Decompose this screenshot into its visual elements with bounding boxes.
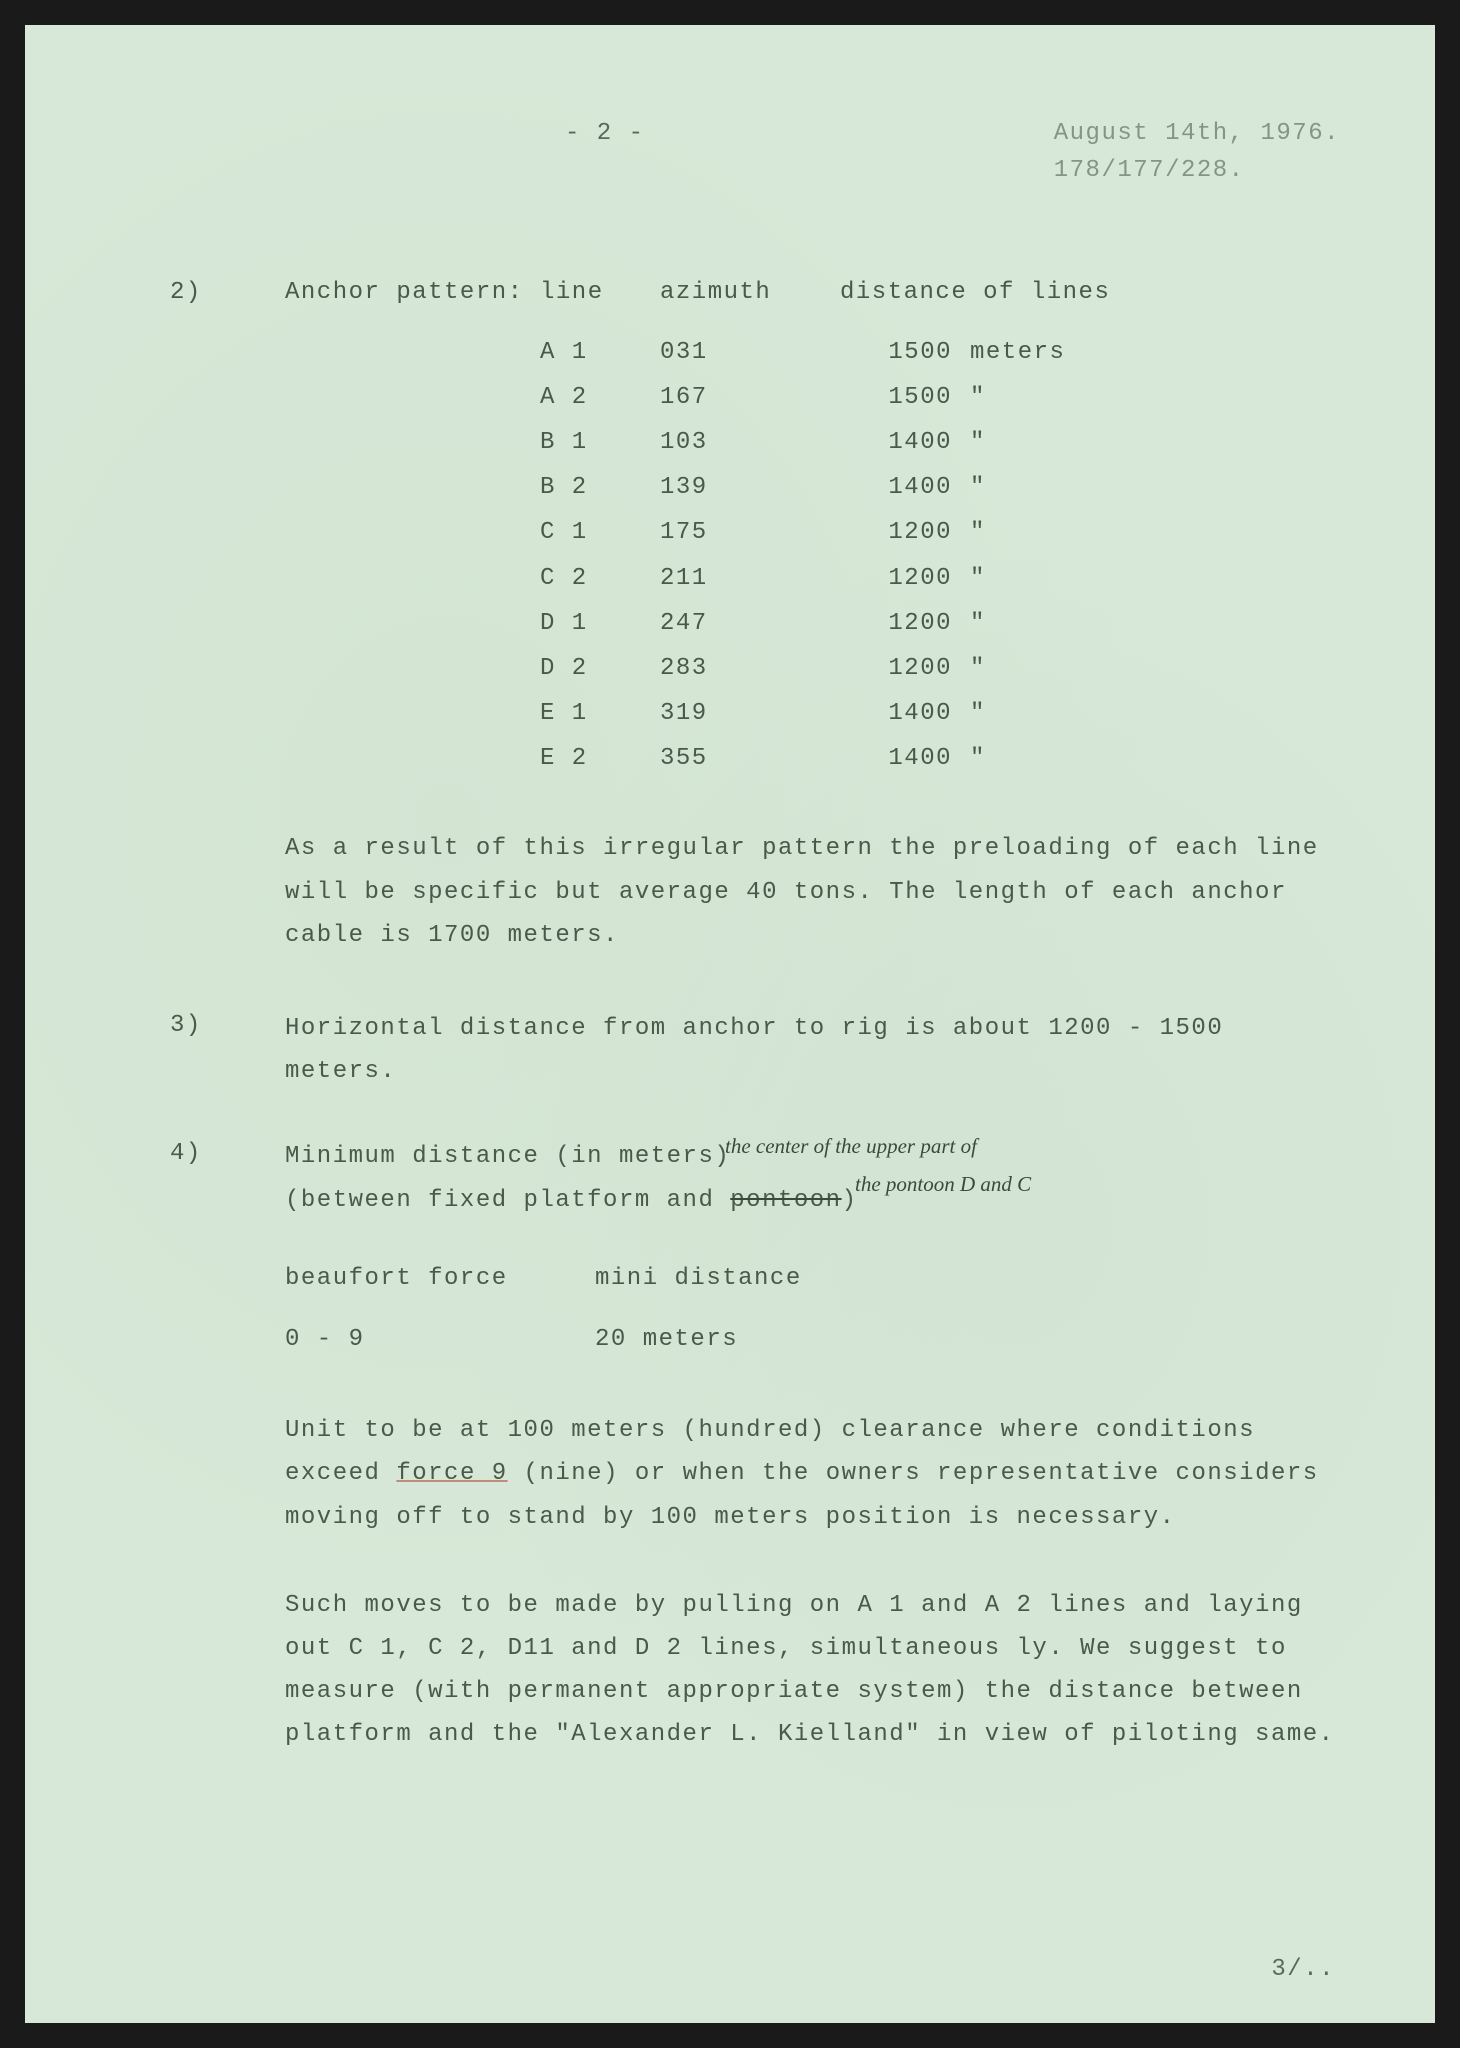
cell-unit: " <box>970 695 1340 732</box>
section-4-content: Minimum distance (in meters) the center … <box>285 1135 1340 1756</box>
cell-line: C 2 <box>540 560 660 597</box>
cell-distance: 1400 <box>840 424 970 461</box>
page-header: - 2 - August 14th, 1976. 178/177/228. <box>145 115 1340 189</box>
line2-pre: (between fixed platform and <box>285 1187 730 1214</box>
cell-distance: 1200 <box>840 605 970 642</box>
section-2-para: As a result of this irregular pattern th… <box>145 827 1340 957</box>
mini-distance-value: 20 meters <box>595 1318 1340 1361</box>
cell-unit: " <box>970 514 1340 551</box>
cell-line: A 2 <box>540 379 660 416</box>
section-3-text: Horizontal distance from anchor to rig i… <box>285 1007 1340 1093</box>
between-platform-line: (between fixed platform and pontoon) <box>285 1179 1340 1222</box>
cell-distance: 1200 <box>840 560 970 597</box>
pontoon-strikethrough: pontoon <box>730 1187 841 1214</box>
cell-line: B 1 <box>540 424 660 461</box>
cell-distance: 1500 <box>840 379 970 416</box>
table-header-row: beaufort force mini distance <box>285 1257 1340 1300</box>
table-row: A 2 167 1500 " <box>285 379 1340 416</box>
section-number: 2) <box>145 274 285 785</box>
table-row: C 2 211 1200 " <box>285 560 1340 597</box>
cell-distance: 1200 <box>840 650 970 687</box>
page-footer: 3/.. <box>1271 1951 1335 1988</box>
section-4: 4) Minimum distance (in meters) the cent… <box>145 1135 1340 1756</box>
cell-azimuth: 283 <box>660 650 840 687</box>
table-row: E 1 319 1400 " <box>285 695 1340 732</box>
document-date: August 14th, 1976. <box>1054 115 1340 152</box>
cell-line: B 2 <box>540 469 660 506</box>
cell-unit: " <box>970 740 1340 777</box>
table-row: B 1 103 1400 " <box>285 424 1340 461</box>
cell-azimuth: 103 <box>660 424 840 461</box>
cell-unit: " <box>970 560 1340 597</box>
handwritten-annotation-2: the pontoon D and C <box>855 1171 1031 1198</box>
section-3: 3) Horizontal distance from anchor to ri… <box>145 1007 1340 1093</box>
cell-unit: " <box>970 379 1340 416</box>
handwritten-annotation-1: the center of the upper part of <box>725 1133 977 1160</box>
cell-azimuth: 355 <box>660 740 840 777</box>
cell-distance: 1500 <box>840 334 970 371</box>
cell-distance: 1400 <box>840 740 970 777</box>
section-content: Anchor pattern: line azimuth distance of… <box>285 274 1340 785</box>
cell-line: E 2 <box>540 740 660 777</box>
cell-azimuth: 167 <box>660 379 840 416</box>
table-row: A 1 031 1500 meters <box>285 334 1340 371</box>
section-number: 3) <box>145 1007 285 1093</box>
table-row: B 2 139 1400 " <box>285 469 1340 506</box>
cell-azimuth: 211 <box>660 560 840 597</box>
min-distance-text: Minimum distance (in meters) <box>285 1143 730 1170</box>
cell-unit: meters <box>970 334 1340 371</box>
min-distance-line: Minimum distance (in meters) the center … <box>285 1135 1340 1178</box>
cell-unit: " <box>970 424 1340 461</box>
cell-azimuth: 175 <box>660 514 840 551</box>
section-number: 4) <box>145 1135 285 1756</box>
table-row: D 2 283 1200 " <box>285 650 1340 687</box>
table-row: D 1 247 1200 " <box>285 605 1340 642</box>
cell-line: D 1 <box>540 605 660 642</box>
col-header-distance: distance of lines <box>840 274 1340 311</box>
table-row: C 1 175 1200 " <box>285 514 1340 551</box>
cell-line: A 1 <box>540 334 660 371</box>
col-header-azimuth: azimuth <box>660 274 840 311</box>
mini-distance-header: mini distance <box>595 1257 1340 1300</box>
anchor-label: Anchor pattern: <box>285 274 540 311</box>
page-number: - 2 - <box>565 115 645 189</box>
cell-azimuth: 247 <box>660 605 840 642</box>
section-2: 2) Anchor pattern: line azimuth distance… <box>145 274 1340 785</box>
cell-unit: " <box>970 469 1340 506</box>
col-header-line: line <box>540 274 660 311</box>
header-meta: August 14th, 1976. 178/177/228. <box>1054 115 1340 189</box>
beaufort-value: 0 - 9 <box>285 1318 595 1361</box>
cell-unit: " <box>970 605 1340 642</box>
cell-distance: 1400 <box>840 469 970 506</box>
beaufort-table: beaufort force mini distance 0 - 9 20 me… <box>285 1257 1340 1361</box>
cell-distance: 1400 <box>840 695 970 732</box>
section-4-para1: Unit to be at 100 meters (hundred) clear… <box>285 1409 1340 1539</box>
beaufort-header: beaufort force <box>285 1257 595 1300</box>
cell-line: C 1 <box>540 514 660 551</box>
force-9-underline: force 9 <box>396 1460 507 1487</box>
table-row: 0 - 9 20 meters <box>285 1318 1340 1361</box>
document-page: - 2 - August 14th, 1976. 178/177/228. 2)… <box>25 25 1435 2023</box>
cell-line: E 1 <box>540 695 660 732</box>
cell-unit: " <box>970 650 1340 687</box>
cell-line: D 2 <box>540 650 660 687</box>
document-ref: 178/177/228. <box>1054 152 1340 189</box>
anchor-table-header: Anchor pattern: line azimuth distance of… <box>285 274 1340 311</box>
table-row: E 2 355 1400 " <box>285 740 1340 777</box>
cell-distance: 1200 <box>840 514 970 551</box>
cell-azimuth: 031 <box>660 334 840 371</box>
cell-azimuth: 319 <box>660 695 840 732</box>
cell-azimuth: 139 <box>660 469 840 506</box>
section-4-para2: Such moves to be made by pulling on A 1 … <box>285 1584 1340 1757</box>
